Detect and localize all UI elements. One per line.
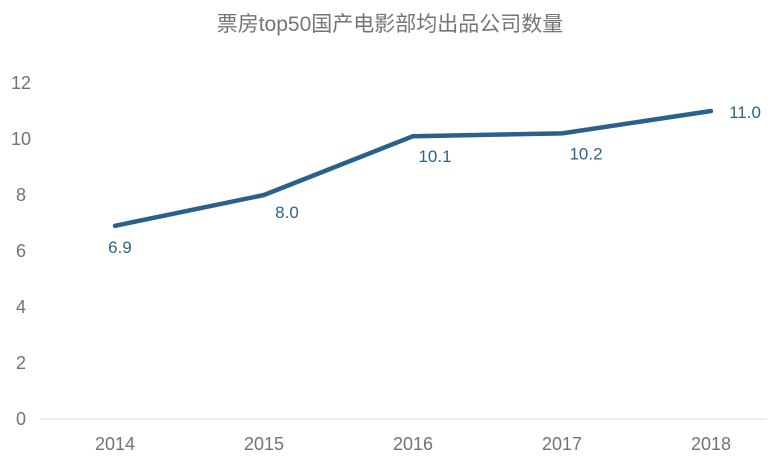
- y-axis-tick-label: 4: [16, 297, 26, 317]
- x-axis-tick-label: 2014: [95, 434, 135, 454]
- x-axis-tick-label: 2017: [542, 434, 582, 454]
- series-line: [112, 108, 714, 229]
- data-label: 10.2: [569, 144, 602, 163]
- y-axis-tick-labels: 12 10 8 6 4 2 0: [11, 73, 31, 429]
- y-axis-tick-label: 0: [16, 409, 26, 429]
- data-label: 8.0: [275, 203, 299, 222]
- y-axis-tick-label: 8: [16, 185, 26, 205]
- x-axis-tick-label: 2016: [393, 434, 433, 454]
- data-label: 6.9: [108, 238, 132, 257]
- y-axis-tick-label: 10: [11, 129, 31, 149]
- y-axis-tick-label: 12: [11, 73, 31, 93]
- x-axis-tick-label: 2015: [244, 434, 284, 454]
- x-axis-tick-label: 2018: [691, 434, 731, 454]
- data-label: 11.0: [729, 103, 761, 122]
- data-labels: 6.9 8.0 10.1 10.2 11.0: [108, 103, 761, 257]
- y-axis-tick-label: 2: [16, 353, 26, 373]
- chart-title: 票房top50国产电影部均出品公司数量: [217, 13, 564, 36]
- y-axis-tick-label: 6: [16, 241, 26, 261]
- data-label: 10.1: [418, 147, 451, 166]
- x-axis-tick-labels: 2014 2015 2016 2017 2018: [95, 434, 731, 454]
